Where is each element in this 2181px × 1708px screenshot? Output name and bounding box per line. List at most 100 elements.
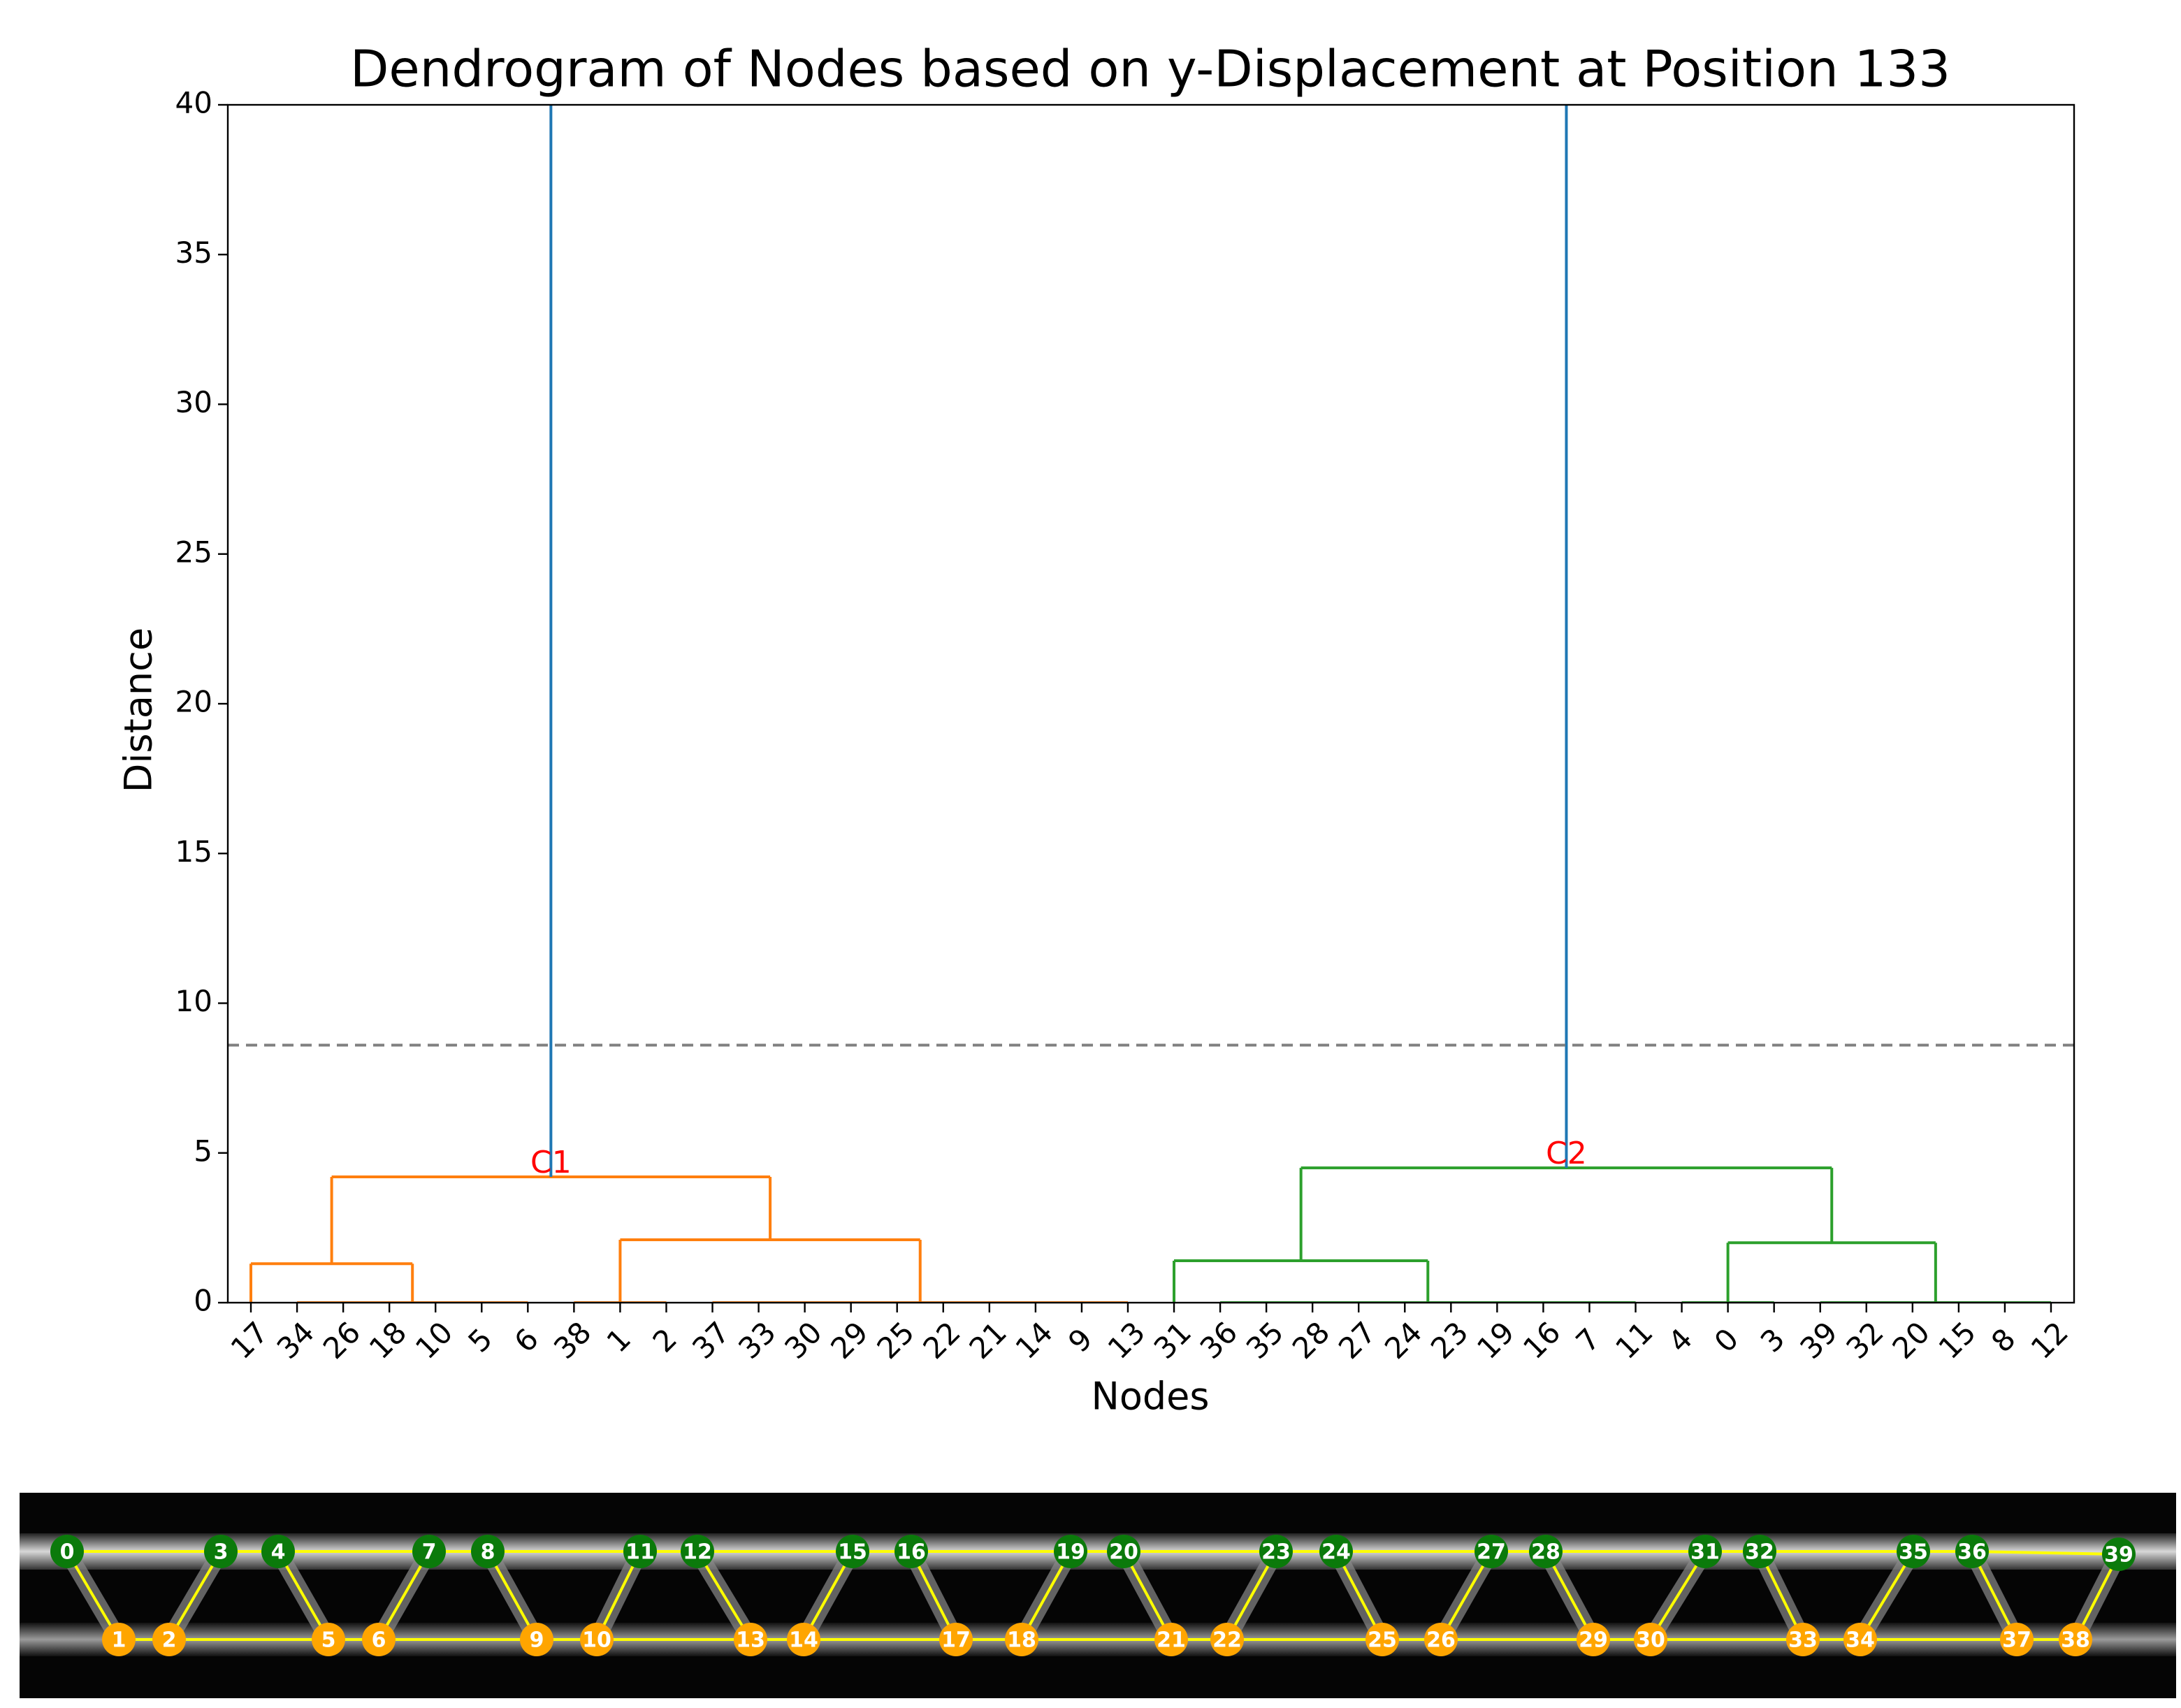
graph-node [1424,1623,1458,1656]
dendrogram-link [330,1175,772,1264]
diagonal-edge [1020,1551,1072,1640]
graph-node [1365,1623,1399,1656]
graph-node-label: 30 [1636,1628,1665,1653]
graph-node-label: 33 [1788,1628,1818,1653]
graph-node-label: 37 [2002,1628,2031,1653]
graph-node [520,1623,553,1656]
dendrogram-link [618,1238,922,1303]
diagonal-edge [66,1550,120,1641]
plot-area: C1 C2 [228,105,2074,1303]
graph-node [50,1535,84,1568]
x-tick-label: 18 [363,1315,413,1366]
x-tick-label: 39 [1793,1315,1843,1366]
x-tick-label: 26 [317,1315,367,1366]
graph-node-label: 2 [162,1628,177,1653]
graph-node [1259,1535,1293,1568]
y-tick-label: 35 [175,236,212,270]
graph-node [1107,1535,1140,1568]
y-tick-label: 25 [175,535,212,569]
graph-node [1634,1623,1667,1656]
graph-node-label: 31 [1690,1540,1720,1565]
x-tick-label: 24 [1378,1315,1428,1366]
x-tick-label: 3 [1754,1322,1792,1359]
y-tick-label: 0 [194,1284,212,1318]
graph-node-label: 12 [683,1540,712,1565]
diagonal-edge [1440,1551,1493,1640]
graph-node-label: 0 [60,1540,75,1565]
x-tick-label: 32 [1839,1315,1890,1366]
graph-node [1154,1623,1188,1656]
chord-edge [1971,1550,2120,1556]
graph-node [102,1623,136,1656]
x-tick-label: 15 [1932,1315,1983,1366]
graph-node-label: 24 [1321,1540,1351,1565]
graph-node [1054,1535,1087,1568]
diagonal-edge [696,1550,752,1641]
chart-title: Dendrogram of Nodes based on y-Displacem… [350,40,1950,99]
diagonal-edge [1859,1550,1915,1641]
graph-node [734,1623,767,1656]
graph-node [787,1623,820,1656]
cluster-annotation: C2 [1546,1136,1587,1171]
graph-node-label: 35 [1899,1540,1928,1565]
graph-node [681,1535,714,1568]
graph-node [204,1535,238,1568]
graph-node [312,1623,345,1656]
dendrogram-link [249,1262,414,1303]
graph-node-label: 9 [530,1628,544,1653]
x-tick-label: 4 [1662,1322,1700,1359]
graph-node [1577,1623,1610,1656]
x-tick-label: 37 [686,1315,736,1366]
x-tick-label: 27 [1332,1315,1382,1366]
y-tick-label: 30 [175,385,212,419]
x-tick-label: 35 [1240,1315,1290,1366]
graph-node [836,1535,869,1568]
x-tick-label: 19 [1470,1315,1521,1366]
dendrogram-links [249,105,2051,1303]
x-tick-label: 1 [600,1322,638,1359]
x-tick-label: 17 [224,1315,275,1366]
graph-node-label: 26 [1426,1628,1456,1653]
diagonal-edge [1649,1550,1707,1641]
y-tick-label: 15 [175,834,212,869]
x-axis-label: Nodes [1091,1375,1209,1419]
dendrogram-link [549,105,1568,1178]
graph-node [1743,1535,1776,1568]
cluster-annotation: C1 [530,1145,572,1180]
graph-node-label: 27 [1477,1540,1506,1565]
x-tick-label: 23 [1424,1315,1474,1366]
graph-node [1319,1535,1353,1568]
graph-node-label: 3 [214,1540,229,1565]
graph-node-label: 4 [271,1540,286,1565]
graph-node-label: 28 [1531,1540,1560,1565]
graph-node-label: 36 [1957,1540,1987,1565]
graph-node [1955,1535,1989,1568]
graph-node-label: 10 [582,1628,611,1653]
graph-node [1843,1623,1877,1656]
dendrogram-link [1299,1166,1834,1261]
x-tick-label: 7 [1570,1322,1607,1359]
x-tick-label: 0 [1708,1322,1746,1359]
x-tick-label: 5 [461,1322,499,1359]
graph-node [261,1535,295,1568]
graph-node [1005,1623,1038,1656]
x-tick-label: 29 [824,1315,874,1366]
graph-node [152,1623,186,1656]
y-axis-label: Distance [117,628,161,793]
x-tick-label: 28 [1286,1315,1336,1366]
diagonal-edge [277,1551,330,1640]
graph-node-label: 5 [321,1628,336,1653]
graph-node-label: 25 [1368,1628,1397,1653]
dendrogram-link [1726,1241,1937,1303]
diagonal-edge [1226,1551,1277,1640]
graph-node-label: 39 [2104,1543,2133,1568]
x-tick-label: 31 [1147,1315,1198,1366]
y-tick-label: 40 [175,86,212,120]
graph-node [1529,1535,1563,1568]
graph-node [2102,1537,2136,1571]
x-tick-label: 33 [732,1315,782,1366]
x-tick-label: 9 [1061,1322,1099,1359]
graph-node [2059,1623,2092,1656]
